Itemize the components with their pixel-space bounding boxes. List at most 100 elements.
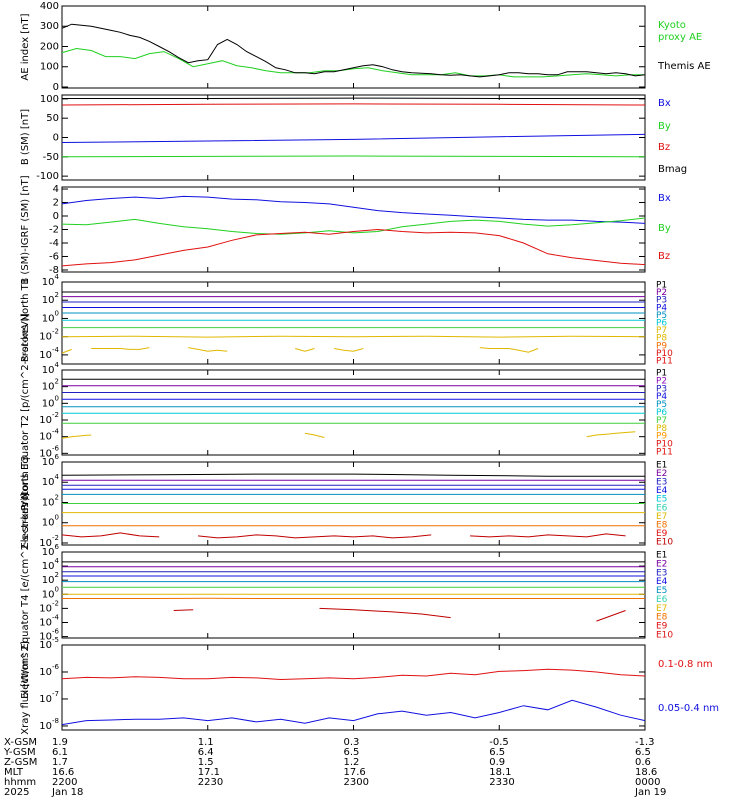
series-line-e9 xyxy=(173,607,626,622)
y-tick-label: 104 xyxy=(42,557,60,572)
y-tick-label: 0 xyxy=(53,133,59,144)
x-tick-label: Jan 19 xyxy=(634,787,666,798)
y-tick-label: 10-8 xyxy=(39,717,59,732)
legend-entry: 0.1-0.8 nm xyxy=(658,659,713,670)
legend-entry: P4 xyxy=(656,303,667,313)
legend-entry: E3 xyxy=(656,568,667,578)
series-line-p8 xyxy=(61,431,636,439)
series-line-e9 xyxy=(61,532,626,539)
y-axis-label: B (SM)-IGRF (SM) [nT] xyxy=(20,175,31,284)
x-row-label: Y-GSM xyxy=(3,747,36,758)
legend-entry: P11 xyxy=(656,448,673,458)
legend-entry: P6 xyxy=(656,319,667,329)
legend-entry: P10 xyxy=(656,440,673,450)
legend-entry: Bz xyxy=(658,251,670,262)
y-tick-label: 10-4 xyxy=(39,346,59,361)
series-line-e1 xyxy=(61,473,645,477)
legend-entry: P7 xyxy=(656,326,667,336)
legend-entry: E9 xyxy=(656,529,668,539)
series-line-bz xyxy=(61,228,646,267)
legend-entry: Bx xyxy=(658,193,671,204)
x-tick-label: 18.6 xyxy=(635,767,657,778)
y-tick-label: 300 xyxy=(40,21,59,32)
legend-entry: P2 xyxy=(656,288,667,298)
y-tick-label: 10-4 xyxy=(39,428,59,443)
y-tick-label: 0 xyxy=(53,211,59,222)
y-axis-label: Xray flux [W/m^2] xyxy=(20,641,31,735)
x-tick-label: 17.6 xyxy=(344,767,366,778)
legend-entry: Bx xyxy=(658,98,671,109)
x-row-label: X-GSM xyxy=(4,737,37,748)
legend-entry: E3 xyxy=(656,478,667,488)
legend-entry: E2 xyxy=(656,469,667,479)
y-tick-label: 104 xyxy=(42,361,60,376)
y-tick-label: 100 xyxy=(42,585,59,600)
y-tick-label: 4 xyxy=(53,184,59,195)
x-tick-label: 16.6 xyxy=(52,767,74,778)
x-tick-label: 17.1 xyxy=(198,767,220,778)
x-tick-label: -1.3 xyxy=(635,737,655,748)
legend-entry: E4 xyxy=(656,486,668,496)
legend-entry: E2 xyxy=(656,559,667,569)
y-tick-label: -2 xyxy=(49,225,59,236)
y-tick-label: 100 xyxy=(42,394,59,409)
legend-entry: P5 xyxy=(656,400,667,410)
y-tick-label: 10-2 xyxy=(39,411,59,426)
x-tick-label: 1.1 xyxy=(198,737,214,748)
y-tick-label: -50 xyxy=(43,152,59,163)
y-axis-label: Electrons North T3 xyxy=(20,455,31,548)
y-tick-label: 200 xyxy=(40,41,59,52)
y-axis-label: Protons Equator T2 [p/(cm^2-s-sr-keV)] xyxy=(20,313,31,510)
y-tick-label: 400 xyxy=(40,1,59,12)
series-line-kyoto-proxy-ae xyxy=(61,47,645,78)
legend-entry: P2 xyxy=(656,376,667,386)
y-tick-label: 104 xyxy=(42,473,60,488)
legend-entry: P10 xyxy=(656,349,673,359)
legend-entry: P1 xyxy=(656,369,667,379)
y-axis-label: Electrons Equator T4 [e/(cm^2-s-sr-keV)] xyxy=(20,493,31,699)
x-tick-label: 1.2 xyxy=(344,757,360,768)
x-tick-label: 6.1 xyxy=(52,747,68,758)
panel-frame xyxy=(61,94,646,181)
legend-entry: E5 xyxy=(656,586,667,596)
legend-entry: P4 xyxy=(656,392,667,402)
x-row-label: 2025 xyxy=(4,787,29,798)
legend-entry: E8 xyxy=(656,520,668,530)
y-tick-label: 50 xyxy=(46,113,59,124)
x-row-label: Z-GSM xyxy=(4,757,37,768)
series-line-bz xyxy=(61,155,646,158)
x-tick-label: 2200 xyxy=(52,777,77,788)
y-tick-label: 0 xyxy=(53,82,59,93)
panel-3: 4 2 0 -2 -4 -6 -8 B (SM)-IGRF (SM) [nT] Bx By Bz xyxy=(20,175,671,284)
legend-entry: P9 xyxy=(656,341,667,351)
series-line-p8 xyxy=(61,335,646,338)
legend-entry: P3 xyxy=(656,384,667,394)
legend-entry: P1 xyxy=(656,281,667,291)
legend-entry: P11 xyxy=(656,357,673,367)
legend-entry: P6 xyxy=(656,408,667,418)
y-tick-label: 102 xyxy=(42,493,59,508)
y-tick-label: 10-7 xyxy=(39,690,59,705)
series-line-bx xyxy=(61,195,646,224)
legend-entry: P8 xyxy=(656,424,667,434)
y-tick-label: 10-2 xyxy=(39,328,59,343)
x-tick-label: 18.1 xyxy=(489,767,511,778)
legend-entry: E8 xyxy=(656,613,668,623)
y-tick-label: 10-4 xyxy=(39,613,59,628)
series-line-0-1-0-8-nm xyxy=(61,668,646,681)
y-tick-label: 100 xyxy=(42,514,59,529)
series-line-bx xyxy=(61,133,646,143)
x-row-label: hhmm xyxy=(4,777,36,788)
legend-entry: proxy AE xyxy=(658,32,702,43)
legend-entry: P3 xyxy=(656,296,667,306)
series-line-themis-ae xyxy=(61,23,646,78)
x-axis-labels: X-GSM 1.9 1.1 0.3 -0.5 -1.3 Y-GSM 6.1 6.4 6.5 6.5 6… xyxy=(3,737,666,798)
legend-entry: E10 xyxy=(656,631,673,641)
